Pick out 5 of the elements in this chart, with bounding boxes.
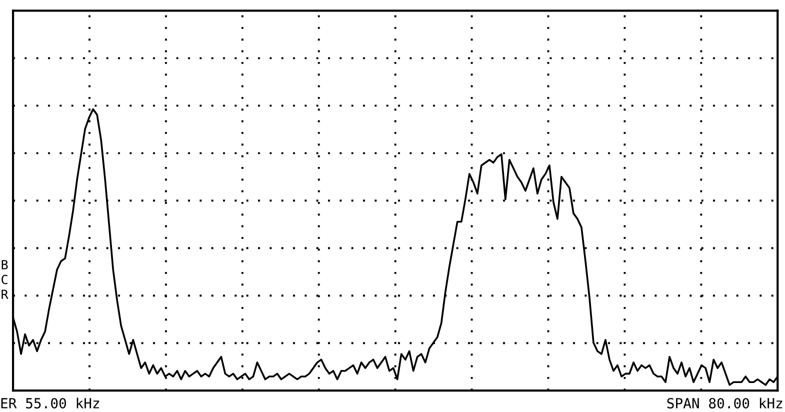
- text: SPAN 80.00 kHz: [667, 398, 782, 408]
- text: B: [2, 260, 8, 270]
- text: ER 55.00 kHz: [1, 398, 100, 408]
- text: C: [2, 274, 8, 284]
- text: R: [2, 290, 8, 299]
